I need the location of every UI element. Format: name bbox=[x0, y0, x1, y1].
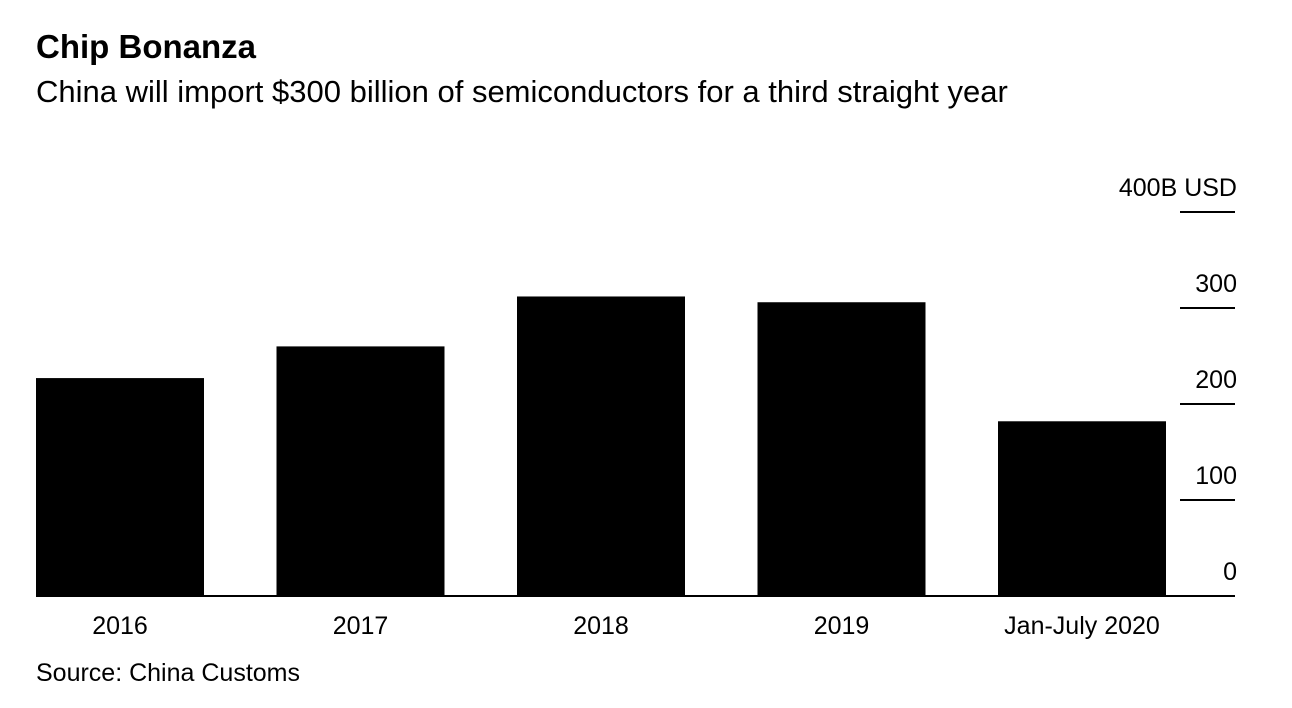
chart-subtitle: China will import $300 billion of semico… bbox=[36, 74, 1008, 109]
x-tick-label: Jan-July 2020 bbox=[1004, 612, 1160, 640]
y-tick-label: 100 bbox=[1195, 462, 1237, 490]
y-tick-label: 400B USD bbox=[1119, 174, 1237, 202]
x-tick-label: 2018 bbox=[573, 612, 629, 640]
bar bbox=[757, 302, 926, 596]
x-tick-label: 2016 bbox=[92, 612, 148, 640]
x-tick-label: 2017 bbox=[333, 612, 389, 640]
y-tick-label: 0 bbox=[1223, 558, 1237, 586]
chart-title: Chip Bonanza bbox=[36, 28, 256, 65]
x-axis-labels: 2016 2017 2018 2019 Jan-July 2020 bbox=[92, 612, 1160, 640]
bar bbox=[517, 296, 685, 596]
y-tick-label: 200 bbox=[1195, 366, 1237, 394]
bar bbox=[998, 421, 1166, 596]
bar bbox=[36, 378, 204, 596]
y-axis: 0 100 200 300 400B USD bbox=[1119, 174, 1237, 586]
y-tick-label: 300 bbox=[1195, 270, 1237, 298]
bar bbox=[276, 346, 445, 596]
bars-group bbox=[36, 296, 1166, 596]
source-note: Source: China Customs bbox=[36, 659, 301, 687]
x-tick-label: 2019 bbox=[814, 612, 870, 640]
